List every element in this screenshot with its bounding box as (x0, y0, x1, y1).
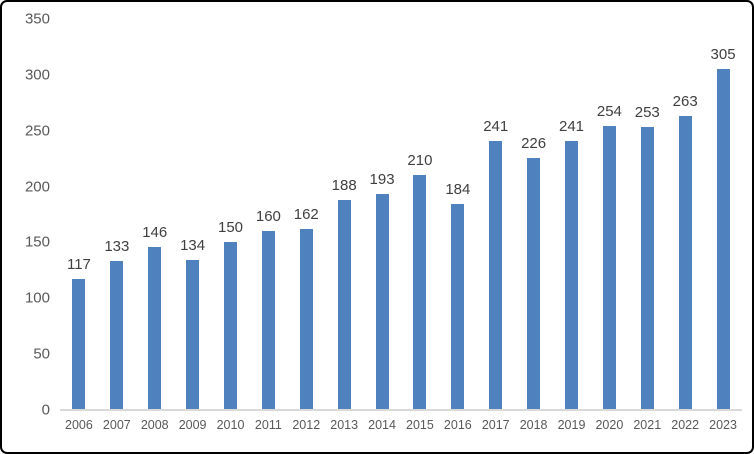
bar-value-label: 133 (104, 238, 130, 255)
bar-value-label: 193 (369, 171, 395, 188)
bar (148, 247, 162, 410)
bar-value-label: 134 (180, 237, 206, 254)
bar-value-label: 254 (596, 103, 622, 120)
x-axis-tick-label: 2010 (216, 418, 245, 432)
y-axis-tick-label: 150 (24, 233, 50, 251)
bar-value-label: 210 (407, 152, 433, 169)
bar-value-label: 188 (331, 177, 357, 194)
x-axis-tick-label: 2008 (140, 418, 169, 432)
y-axis-tick-label: 0 (41, 401, 50, 419)
bar-value-label: 117 (66, 256, 91, 273)
y-axis-tick-label: 50 (33, 345, 50, 363)
y-axis-tick-label: 100 (24, 289, 50, 307)
x-axis-tick-label: 2014 (368, 418, 396, 432)
y-axis-tick-label: 250 (24, 122, 50, 140)
bar-value-label: 305 (710, 46, 736, 63)
bar (527, 158, 541, 410)
bar (565, 141, 578, 410)
plot-area: 117 133 146 134 150 160 162 188 193 210 184 241 226 2… (60, 19, 742, 410)
bar (224, 242, 237, 410)
bar (678, 116, 692, 410)
x-axis-tick-label: 2015 (406, 418, 434, 432)
bar-value-label: 162 (293, 206, 319, 223)
bar (261, 231, 275, 410)
bar (602, 126, 616, 410)
x-axis-tick-label: 2018 (519, 418, 548, 432)
x-axis-tick-label: 2011 (254, 418, 282, 432)
bar (337, 200, 351, 410)
bar-value-label: 263 (672, 93, 698, 110)
bar-value-label: 241 (558, 118, 585, 135)
x-axis-tick-label: 2023 (709, 418, 737, 432)
bar (640, 127, 654, 410)
x-axis-tick-label: 2019 (557, 418, 586, 432)
x-axis-tick-label: 2022 (671, 418, 700, 432)
y-axis: 0 50 100 150 200 250 300 350 (2, 2, 50, 452)
x-axis-tick-label: 2006 (65, 418, 93, 432)
x-axis: 2006 2007 2008 2009 2010 2011 2012 2013 2014 2015… (60, 417, 742, 437)
x-axis-tick-label: 2007 (102, 418, 131, 432)
y-axis-tick-label: 350 (24, 10, 50, 28)
bar (375, 194, 389, 410)
bar-value-label: 150 (217, 219, 244, 236)
bar (299, 229, 313, 410)
bar (186, 260, 200, 410)
x-axis-tick-label: 2016 (443, 418, 472, 432)
x-axis-line (60, 409, 742, 411)
bar-value-label: 226 (521, 135, 547, 152)
bar (451, 204, 465, 410)
y-axis-tick-label: 200 (24, 178, 50, 196)
x-axis-tick-label: 2020 (595, 418, 624, 432)
bar-value-label: 241 (483, 118, 509, 135)
x-axis-tick-label: 2021 (633, 418, 662, 432)
bar (110, 261, 124, 410)
bar-value-label: 160 (255, 208, 281, 225)
x-axis-tick-label: 2013 (330, 418, 359, 432)
bar (489, 141, 503, 410)
bar (716, 69, 730, 410)
y-axis-tick-label: 300 (24, 66, 50, 84)
x-axis-tick-label: 2012 (292, 418, 321, 432)
bar-value-label: 253 (634, 104, 660, 121)
bar (413, 175, 427, 410)
bar-value-label: 184 (445, 181, 471, 198)
bar (72, 279, 86, 410)
x-axis-tick-label: 2009 (178, 418, 207, 432)
bar-value-label: 146 (142, 224, 168, 241)
x-axis-tick-label: 2017 (481, 418, 510, 432)
